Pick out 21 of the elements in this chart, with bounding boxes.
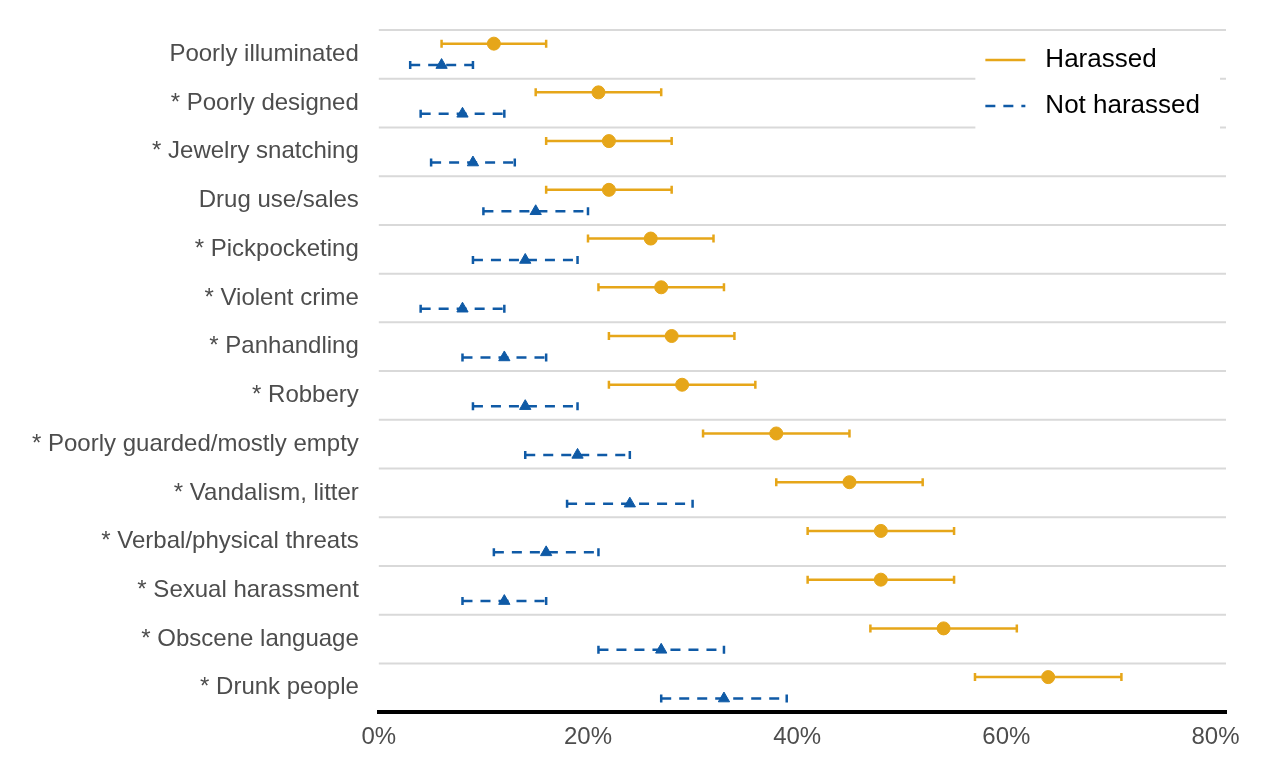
y-tick-label: * Violent crime [204, 282, 359, 310]
y-tick-label: * Poorly designed [170, 87, 359, 115]
y-tick-label: Drug use/sales [198, 185, 359, 213]
y-tick-label: * Panhandling [209, 331, 359, 359]
y-tick-label: * Verbal/physical threats [101, 526, 359, 554]
y-tick-label: * Poorly guarded/mostly empty [32, 428, 359, 456]
y-tick-label: * Drunk people [200, 672, 359, 700]
y-tick-label: * Robbery [252, 380, 359, 408]
x-tick-label: 0% [361, 722, 397, 750]
legend-label: Harassed [1045, 43, 1157, 74]
y-tick-label: * Vandalism, litter [173, 477, 359, 505]
legend-label: Not harassed [1045, 89, 1201, 120]
x-tick-label: 80% [1191, 722, 1240, 750]
x-tick-label: 60% [982, 722, 1031, 750]
y-tick-label: * Pickpocketing [194, 233, 359, 261]
x-tick-label: 20% [563, 722, 613, 750]
y-tick-label: * Sexual harassment [137, 575, 360, 602]
y-tick-label: * Obscene language [141, 623, 359, 651]
y-tick-label: * Jewelry snatching [152, 136, 359, 164]
y-tick-label: Poorly illuminated [169, 38, 359, 66]
x-tick-label: 40% [773, 722, 822, 750]
